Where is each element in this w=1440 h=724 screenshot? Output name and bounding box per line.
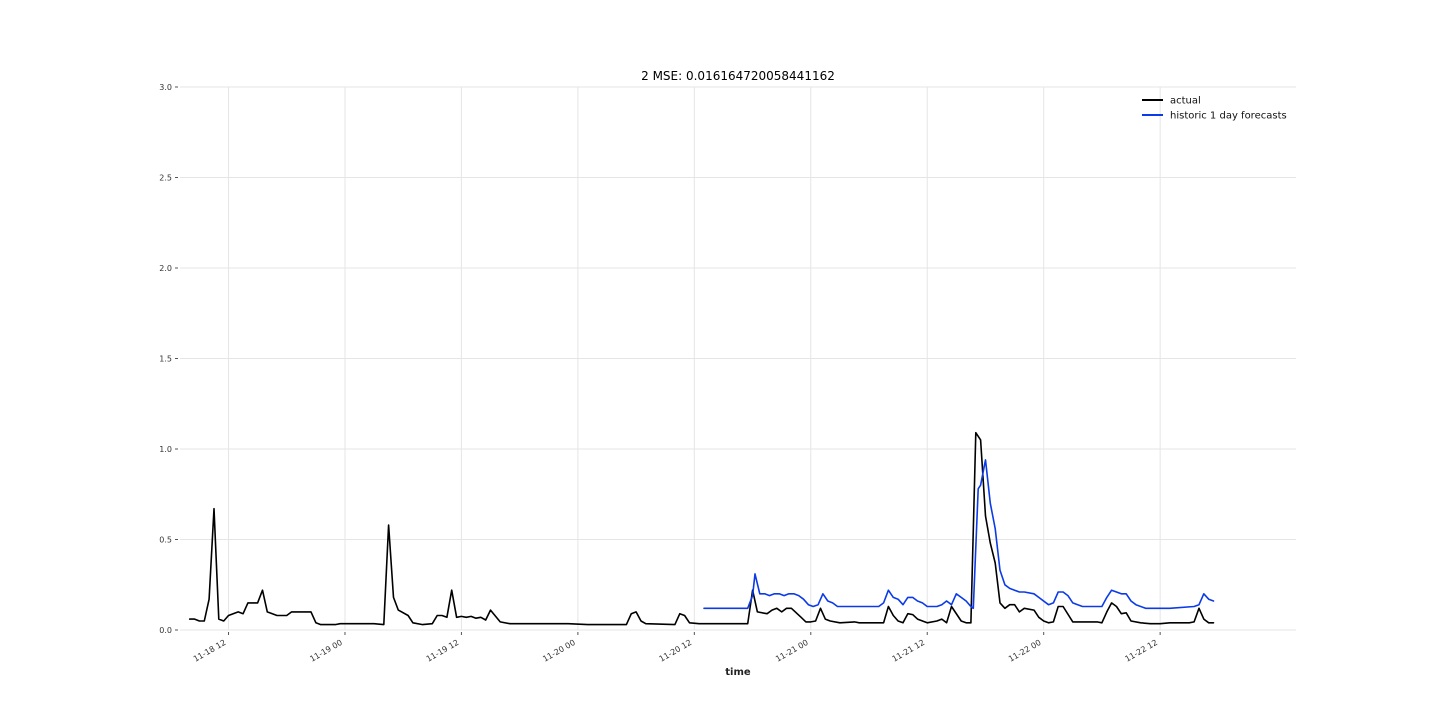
x-tick-label: 11-22 12 [1123,638,1159,664]
y-tick-label: 2.5 [159,174,172,183]
x-tick-label: 11-21 12 [891,638,927,664]
legend: actual historic 1 day forecasts [1142,96,1287,122]
x-tick-label: 11-20 12 [658,638,694,664]
series-line-actual [188,431,1215,626]
x-tick-label: 11-20 00 [541,638,577,664]
x-tick-label: 11-22 00 [1007,638,1043,664]
y-tick-label: 2.0 [159,264,172,273]
chart-title: 2 MSE: 0.016164720058441162 [641,69,835,83]
y-tick-label: 3.0 [159,83,172,92]
axis-ticks: 0.0 0.5 1.0 1.5 2.0 2.5 3.0 11-18 12 11-19 00 11-… [159,83,1161,664]
x-axis-label: time [725,667,751,678]
x-tick-label: 11-19 12 [425,638,461,664]
y-tick-label: 1.5 [159,355,172,364]
x-tick-label: 11-18 12 [192,638,228,664]
y-tick-label: 0.5 [159,536,172,545]
series-lines [188,431,1215,626]
x-tick-label: 11-21 00 [774,638,810,664]
legend-label-actual: actual [1170,96,1201,107]
legend-label-forecast: historic 1 day forecasts [1170,111,1287,122]
gridlines [180,86,1296,631]
y-tick-label: 0.0 [159,626,172,635]
y-tick-label: 1.0 [159,445,172,454]
series-line-forecast [703,459,1215,610]
x-tick-label: 11-19 00 [308,638,344,664]
